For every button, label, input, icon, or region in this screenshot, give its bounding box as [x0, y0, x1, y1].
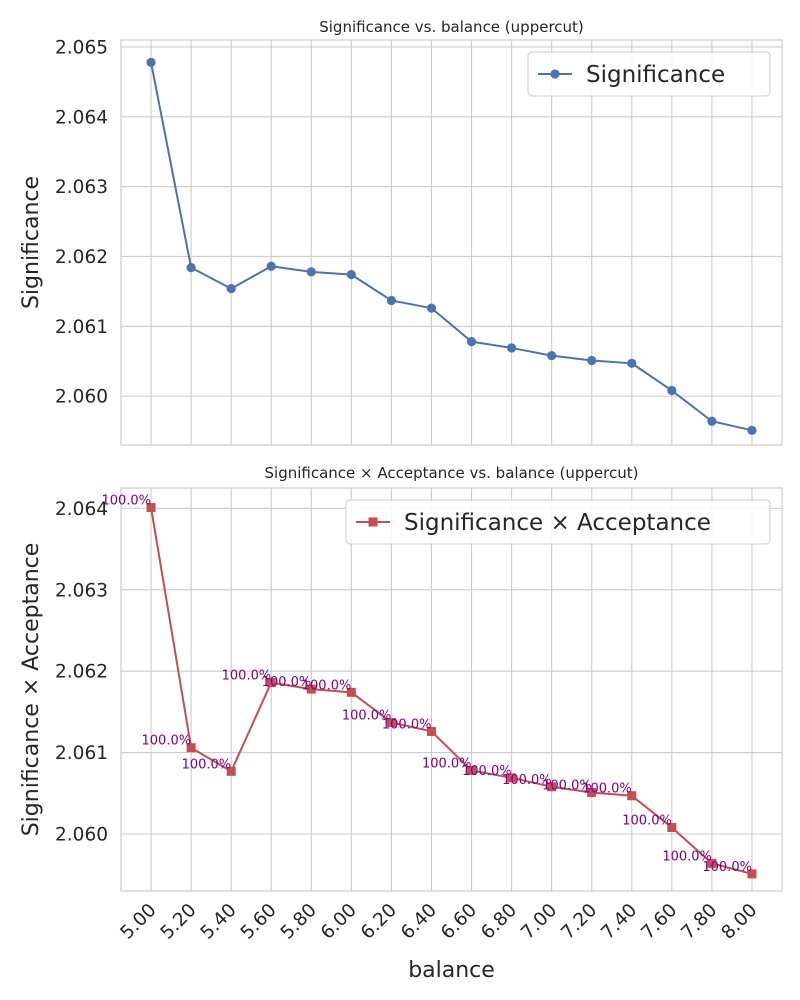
data-point	[426, 726, 436, 736]
y-tick-label: 2.062	[55, 247, 108, 268]
data-label: 100.0%	[182, 757, 232, 772]
y-tick-label: 2.064	[55, 107, 108, 128]
x-tick-label: 6.00	[317, 900, 361, 944]
legend-entry: Significance	[586, 62, 725, 88]
data-point	[346, 687, 356, 697]
data-point	[266, 261, 276, 271]
x-tick-label: 7.20	[557, 900, 601, 944]
data-label: 100.0%	[302, 678, 352, 693]
data-point	[587, 355, 597, 366]
data-label: 100.0%	[542, 778, 592, 793]
y-tick-label: 2.062	[55, 662, 108, 683]
data-label: 100.0%	[422, 757, 472, 772]
data-point	[627, 358, 637, 368]
data-point	[146, 57, 156, 67]
data-point	[386, 717, 396, 727]
y-tick-label: 2.064	[55, 499, 108, 520]
data-point	[627, 791, 637, 801]
data-point	[226, 283, 236, 294]
data-label: 100.0%	[101, 494, 151, 509]
data-point	[226, 766, 236, 776]
x-axis-label: balance	[408, 958, 495, 983]
chart-panel-1: 2.060 2.061 2.062 2.063 2.064 2.065 Significan…	[19, 18, 783, 446]
y-tick-label: 2.060	[55, 387, 108, 408]
data-point	[547, 351, 557, 361]
x-tick-label: 7.80	[677, 900, 721, 944]
data-label: 100.0%	[622, 813, 672, 828]
plot-frame	[120, 39, 783, 446]
data-point	[707, 858, 717, 868]
data-label: 100.0%	[662, 849, 712, 864]
data-point	[426, 303, 437, 313]
x-tick-label: 6.80	[477, 900, 521, 944]
data-label: 100.0%	[502, 773, 552, 788]
legend-swatch-marker	[368, 517, 378, 527]
legend-box	[527, 51, 771, 97]
y-axis-label: Significance × Acceptance	[19, 543, 44, 837]
x-tick-label: 8.00	[718, 900, 762, 944]
x-tick-label: 6.40	[397, 900, 441, 944]
legend-swatch-marker	[550, 69, 560, 79]
y-tick-label: 2.065	[55, 37, 108, 58]
chart-title: Significance × Acceptance vs. balance (u…	[265, 464, 639, 482]
data-point	[547, 782, 557, 792]
x-tick-label: 7.60	[637, 900, 681, 944]
data-label: 100.0%	[382, 717, 432, 732]
x-tick-label: 5.20	[157, 900, 201, 944]
y-tick-label: 2.061	[55, 743, 108, 764]
x-tick-label: 5.00	[117, 900, 161, 944]
data-point	[747, 425, 757, 435]
data-label: 100.0%	[222, 669, 272, 684]
data-point	[186, 263, 196, 273]
x-tick-label: 7.00	[517, 900, 561, 944]
data-label: 100.0%	[582, 782, 632, 797]
data-point	[587, 787, 597, 797]
data-point	[266, 678, 276, 688]
y-axis-label: Significance	[19, 176, 44, 309]
legend-entry: Significance × Acceptance	[404, 510, 711, 536]
x-tick-label: 7.40	[597, 900, 641, 944]
chart-panel-2: 2.060 2.061 2.062 2.063 2.064 Significance × …	[19, 464, 783, 983]
y-tick-label: 2.063	[55, 580, 108, 601]
data-point	[146, 503, 156, 513]
legend-box	[345, 499, 771, 545]
data-label: 100.0%	[142, 734, 192, 749]
data-point	[306, 267, 316, 277]
chart-title: Significance vs. balance (uppercut)	[319, 18, 584, 36]
x-tick-label: 6.60	[437, 900, 481, 944]
plot-frame	[120, 487, 783, 892]
data-point	[707, 416, 717, 426]
data-point	[306, 684, 316, 694]
data-point	[186, 743, 196, 753]
data-point	[507, 773, 517, 783]
data-point	[667, 385, 677, 396]
data-point	[747, 869, 757, 879]
x-tick-label: 6.20	[357, 900, 401, 944]
y-tick-label: 2.063	[55, 177, 108, 198]
y-tick-label: 2.061	[55, 317, 108, 338]
data-point	[346, 270, 356, 280]
data-point	[667, 822, 677, 832]
x-tick-label: 5.40	[197, 900, 241, 944]
data-label: 100.0%	[702, 860, 752, 875]
data-label: 100.0%	[342, 708, 392, 723]
series-line	[150, 507, 753, 875]
data-label: 100.0%	[462, 764, 512, 779]
data-point	[466, 337, 477, 347]
series-line	[150, 62, 753, 432]
x-tick-label: 5.80	[277, 900, 321, 944]
data-label: 100.0%	[262, 675, 312, 690]
data-point	[467, 766, 477, 776]
data-point	[506, 343, 517, 353]
data-point	[386, 295, 397, 306]
y-tick-label: 2.060	[55, 825, 108, 846]
x-tick-label: 5.60	[237, 900, 281, 944]
